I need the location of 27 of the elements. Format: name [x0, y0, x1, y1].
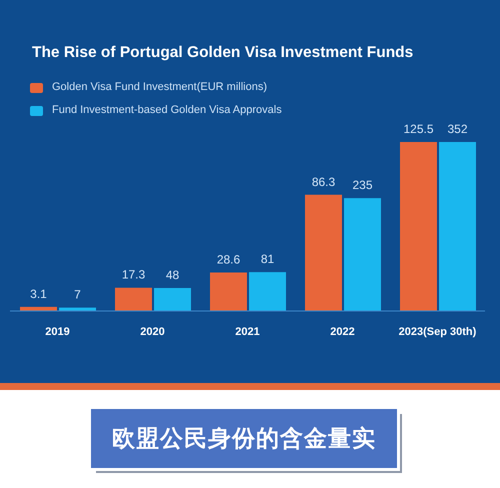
bar: [154, 288, 191, 311]
bar: [439, 142, 476, 311]
x-tick-label: 2021: [235, 326, 260, 338]
x-tick-label: 2022: [330, 326, 355, 338]
legend-label: Golden Visa Fund Investment(EUR millions): [52, 80, 267, 95]
data-label: 3.1: [30, 286, 48, 301]
data-label: 81: [260, 252, 274, 266]
data-label: 86.3: [312, 174, 336, 189]
x-tick-label: 2023(Sep 30th): [398, 326, 477, 338]
data-label: 17.3: [122, 268, 146, 282]
bar: [344, 198, 381, 311]
data-label: 352: [447, 122, 468, 136]
legend-label: Fund Investment-based Golden Visa Approvals: [52, 103, 282, 118]
data-label: 48: [166, 268, 180, 282]
data-label: 28.6: [216, 252, 240, 266]
x-tick-label: 2020: [140, 326, 165, 338]
bar: [400, 142, 437, 311]
bar: [305, 194, 342, 311]
banner: 欧盟公民身份的含金量实: [91, 409, 397, 468]
bar: [249, 272, 286, 311]
bar: [210, 272, 247, 311]
x-tick-label: 2019: [45, 326, 70, 338]
data-label: 7: [74, 288, 82, 302]
data-label: 235: [352, 178, 373, 192]
bar: [115, 288, 152, 311]
data-label: 125.5: [403, 122, 434, 136]
chart-title: The Rise of Portugal Golden Visa Investment Funds: [32, 44, 414, 61]
